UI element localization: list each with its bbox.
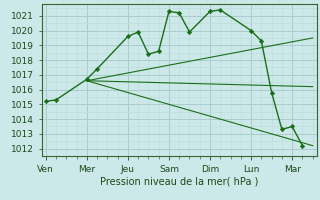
X-axis label: Pression niveau de la mer( hPa ): Pression niveau de la mer( hPa ) <box>100 177 258 187</box>
